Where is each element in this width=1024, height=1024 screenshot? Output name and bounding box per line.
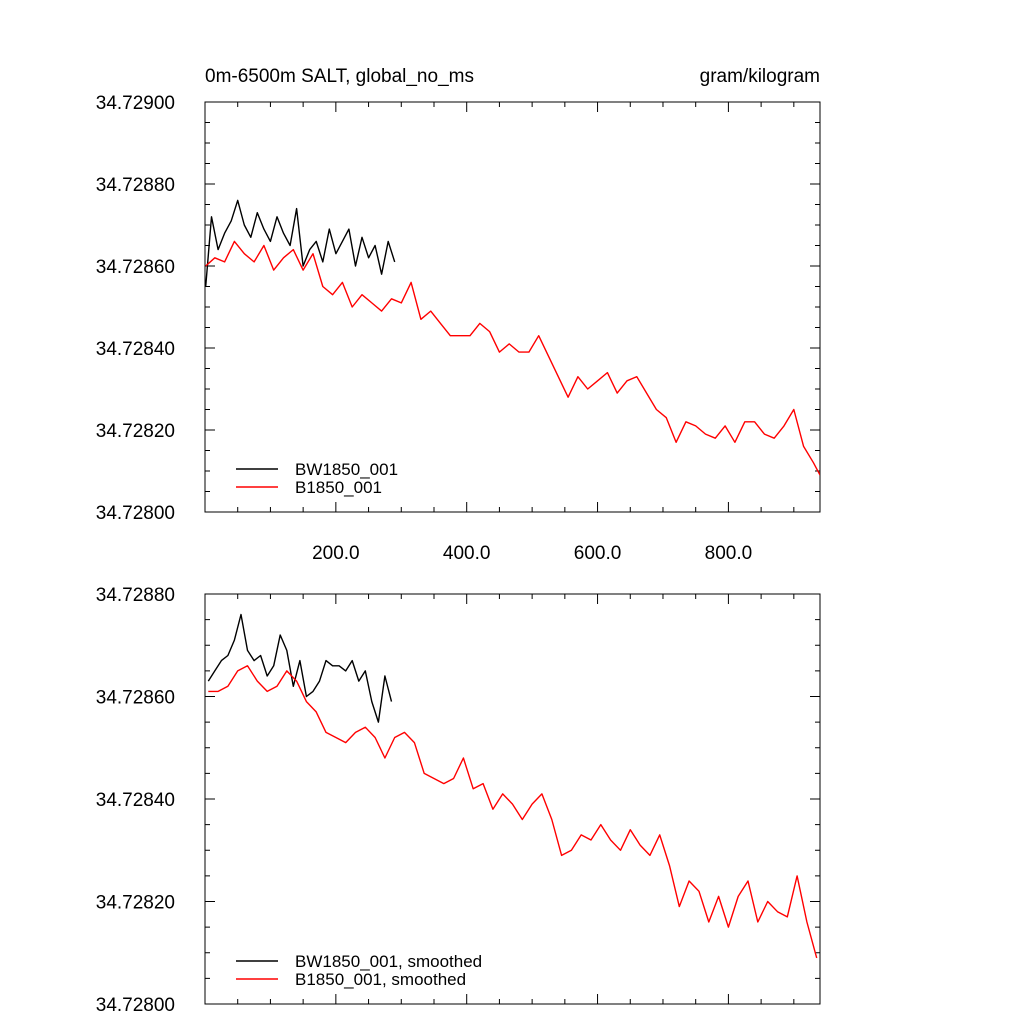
legend-label: BW1850_001, smoothed: [295, 952, 482, 971]
y-tick-label: 34.72900: [96, 93, 175, 114]
series-line-bw1850-001: [207, 613, 393, 723]
series-line-b1850-001: [205, 240, 820, 476]
top-panel: 200.0 400.0 600.0 800.0 34.72800 34.72820 34.7…: [96, 93, 821, 564]
units-label: gram/kilogram: [700, 66, 820, 87]
legend-label: B1850_001: [295, 478, 382, 497]
bottom-panel: 34.72800 34.72820 34.72840 34.72860 34.72880…: [96, 585, 821, 1016]
legend-label: BW1850_001: [295, 460, 398, 479]
series-line-bw1850-001: [205, 199, 396, 287]
y-tick-label: 34.72800: [96, 503, 175, 524]
y-tick-label: 34.72860: [96, 688, 175, 709]
y-tick-label: 34.72840: [96, 790, 175, 811]
y-tick-label: 34.72880: [96, 585, 175, 606]
x-tick-label: 200.0: [312, 543, 360, 564]
chart-title: 0m-6500m SALT, global_no_ms: [205, 66, 474, 87]
x-tick-label: 400.0: [443, 543, 491, 564]
y-tick-label: 34.72820: [96, 893, 175, 914]
plot-frame: [204, 593, 821, 1005]
x-tick-label: 600.0: [574, 543, 622, 564]
series-line-b1850-001: [208, 665, 818, 959]
plot-frame: [204, 101, 821, 513]
y-tick-label: 34.72820: [96, 421, 175, 442]
y-tick-label: 34.72840: [96, 339, 175, 360]
y-tick-label: 34.72800: [96, 995, 175, 1016]
x-tick-label: 800.0: [705, 543, 753, 564]
y-tick-label: 34.72880: [96, 175, 175, 196]
y-tick-label: 34.72860: [96, 257, 175, 278]
legend-label: B1850_001, smoothed: [295, 970, 466, 989]
